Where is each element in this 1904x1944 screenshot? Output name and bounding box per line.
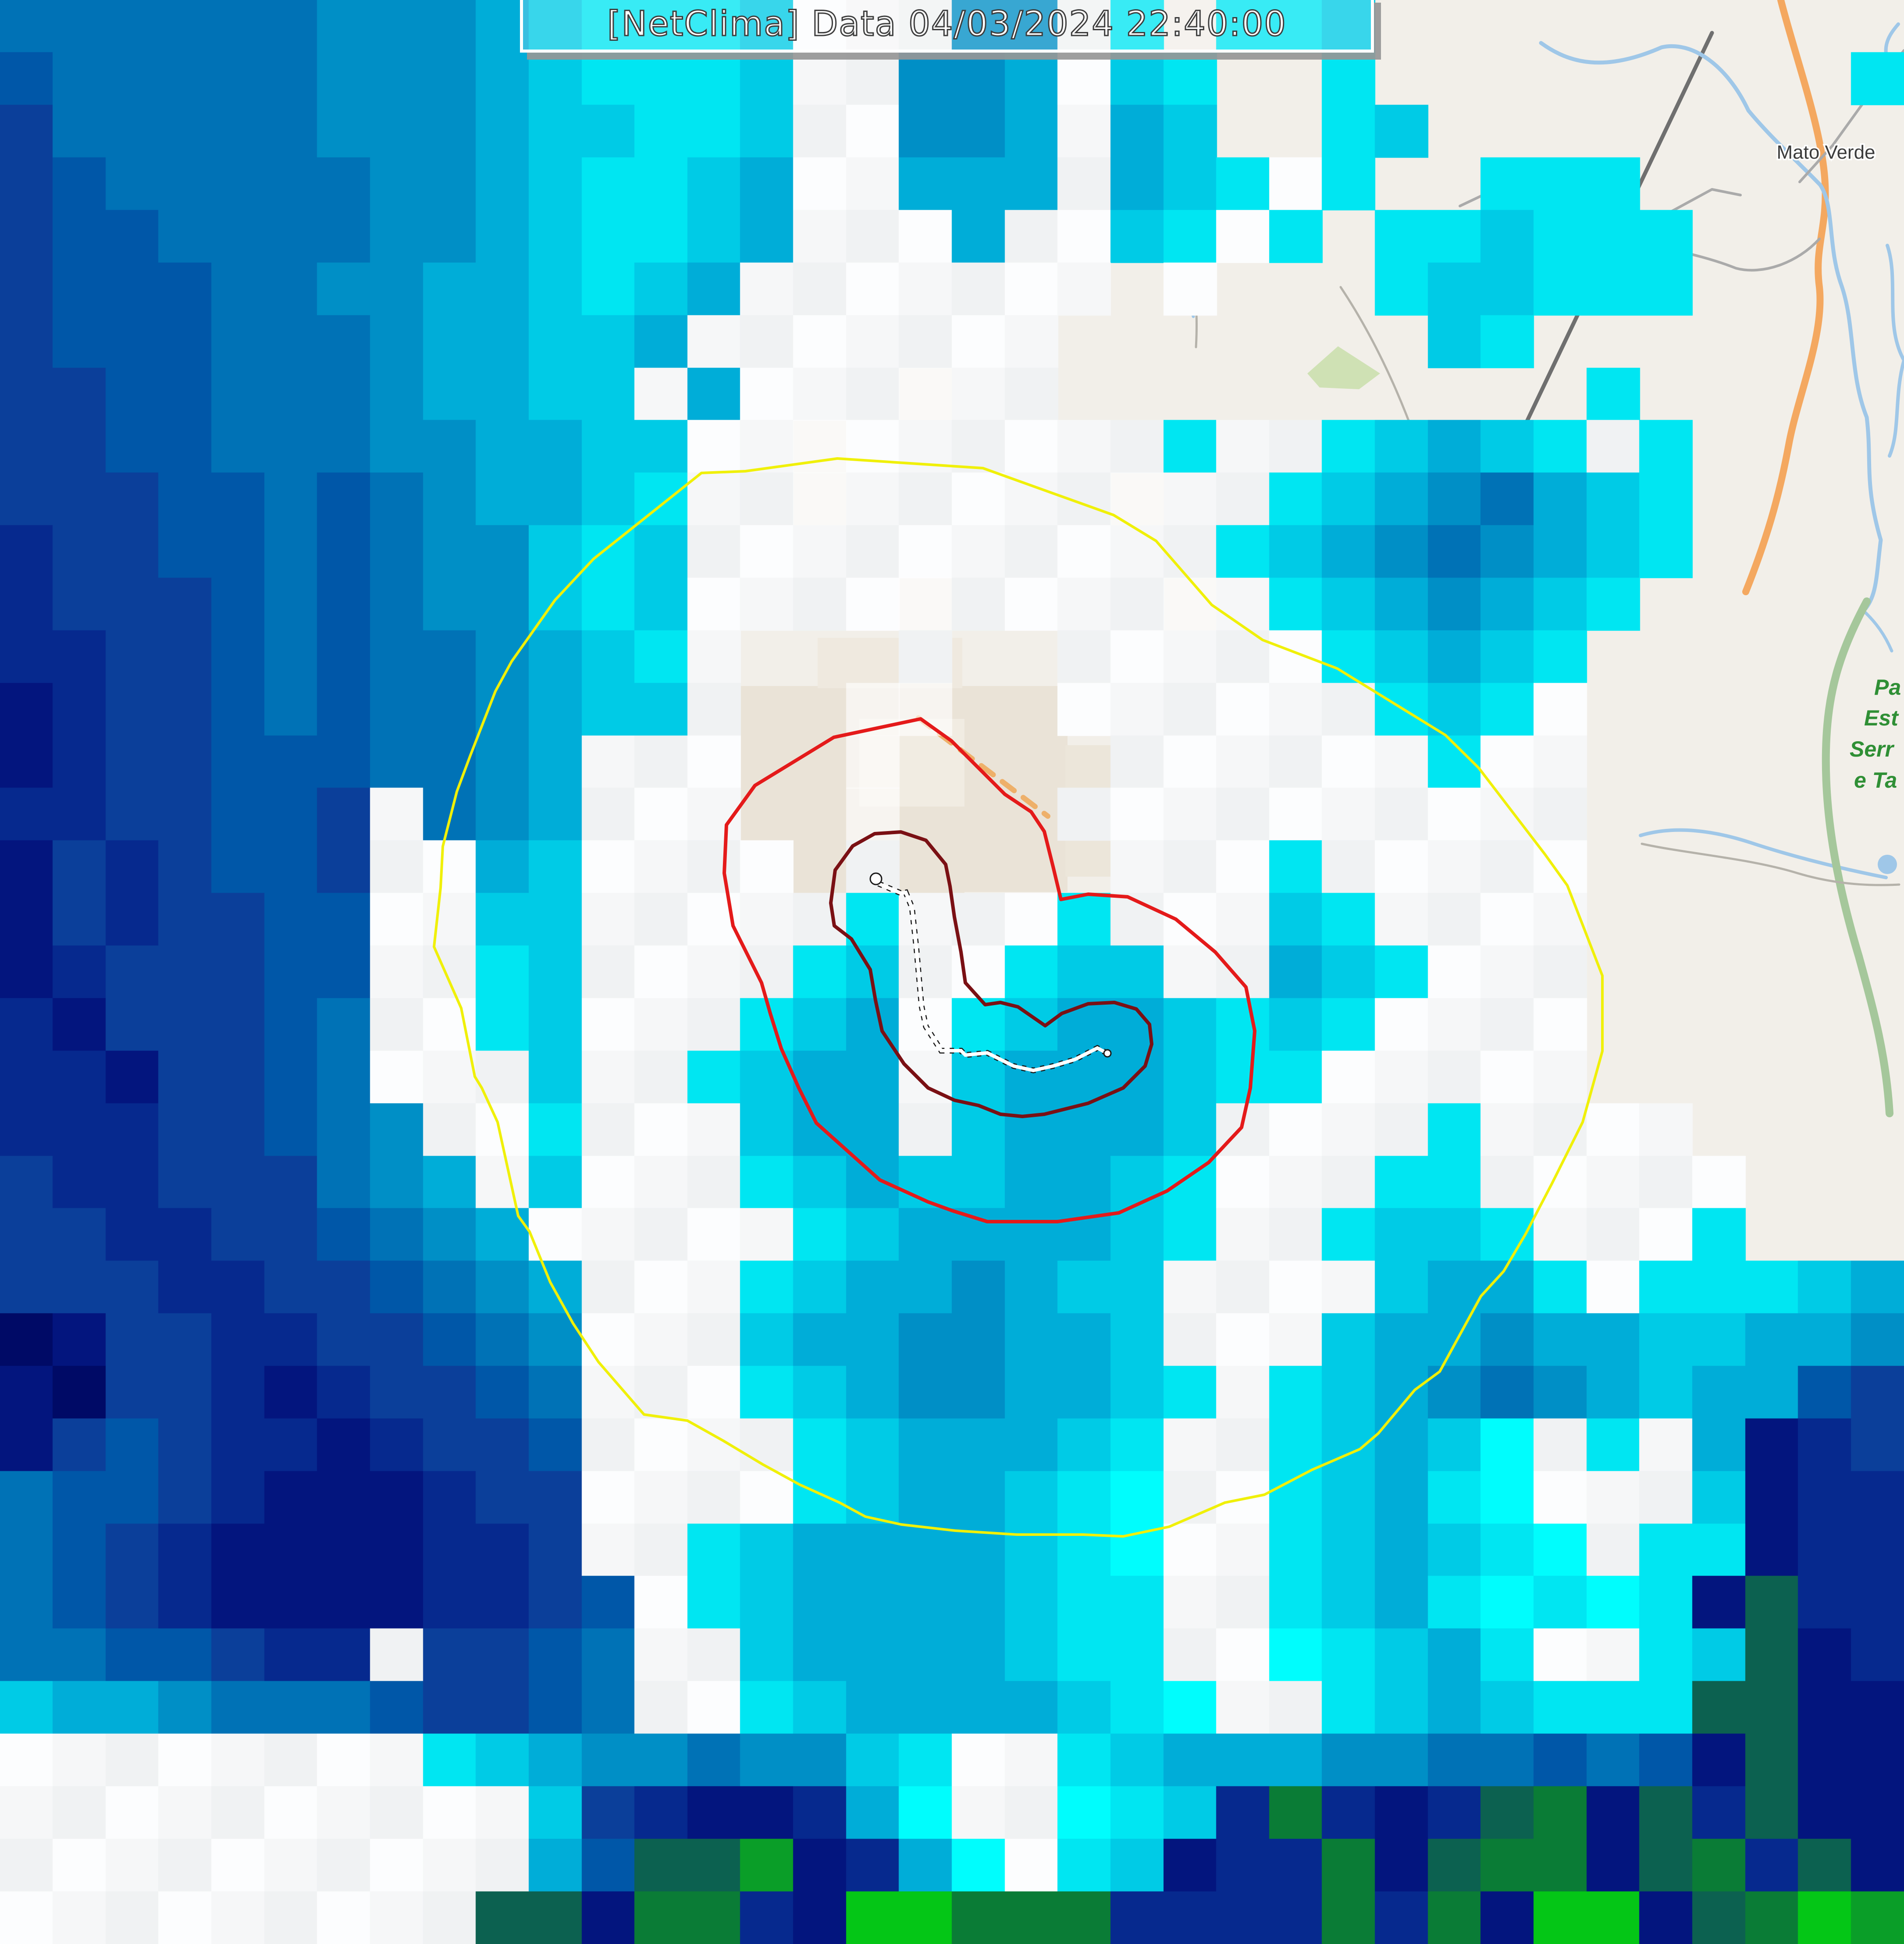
track-end-marker	[1103, 1049, 1112, 1058]
yellow-range-ring	[433, 457, 1604, 1538]
dark-red-storm-contour	[829, 830, 1153, 1118]
track-line	[877, 882, 1110, 1073]
red-storm-contour	[722, 717, 1256, 1223]
track-start-marker	[869, 872, 883, 885]
timestamp-text: [NetClima] Data 04/03/2024 22:40:00	[607, 4, 1287, 45]
timestamp-banner: [NetClima] Data 04/03/2024 22:40:00	[520, 0, 1374, 53]
